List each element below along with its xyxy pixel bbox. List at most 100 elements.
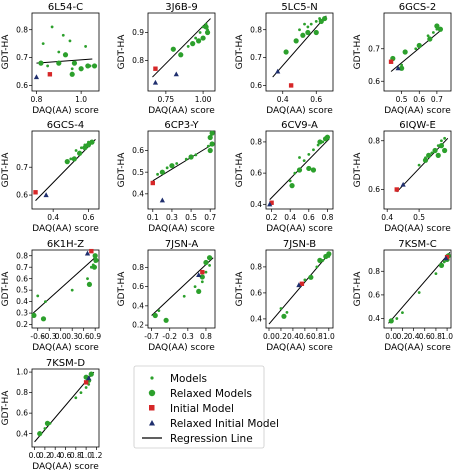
- axes-frame-6gcs-4: [31, 130, 100, 210]
- relaxed-model-point-6cp3-y: [159, 169, 165, 175]
- y-tick-label-7jsn-b: 0.4: [250, 315, 262, 324]
- y-tick-label-6iqw-e: 0.6: [368, 185, 380, 194]
- y-tick-label-6cp3-y: 0.5: [132, 168, 144, 177]
- y-axis-label-3j6b-9: GDT-HA: [117, 34, 127, 70]
- model-point-5lc5-n: [309, 22, 313, 26]
- subplot-6gcs-2: 6GCS-2 0.5 0.6 0.7 0.6 0.7 DAQ(AA) score GDT-HA: [353, 2, 452, 116]
- initial-model-point-6cv9-a: [269, 200, 274, 205]
- relaxed-model-point-7jsn-a: [163, 317, 169, 323]
- relaxed-model-point-6gcs-4: [64, 159, 70, 165]
- initial-model-point-6iqw-e: [394, 187, 399, 192]
- relaxed-model-point-7jsn-a: [206, 255, 213, 261]
- y-tick-label-3j6b-9: 0.9: [132, 28, 144, 37]
- model-point-6cp3-y: [175, 162, 179, 165]
- model-point-6iqw-e: [443, 136, 447, 140]
- x-tick-label-7jsn-b: 1.0: [323, 332, 335, 341]
- x-tick-label-6cv9-a: 0.2: [266, 213, 278, 222]
- subplot-title-3j6b-9: 3J6B-9: [165, 2, 198, 13]
- model-point-5lc5-n: [314, 19, 318, 23]
- x-axis-label-6iqw-e: DAQ(AA) score: [384, 224, 451, 234]
- x-tick-label-6cv9-a: 0.6: [303, 213, 315, 222]
- subplot-7jsn-a: 7JSN-A -0.7 -0.2 0.3 0.8 0.2 0.4 0.6 0.8 DAQ(AA) …: [117, 239, 216, 353]
- model-point-6gcs-2: [426, 34, 430, 38]
- x-tick-label-6cp3-y: 0.3: [166, 213, 178, 222]
- y-tick-label-7jsn-b: 0.8: [250, 263, 262, 272]
- model-point-7jsn-a: [157, 309, 161, 313]
- model-point-6iqw-e: [440, 139, 443, 143]
- model-point-7jsn-b: [285, 311, 289, 314]
- relaxed-model-point-6l54-c: [38, 60, 44, 66]
- legend-label-models: Models: [170, 373, 207, 385]
- relaxed-model-point-7jsn-a: [199, 274, 205, 280]
- model-point-6gcs-4: [74, 149, 78, 152]
- relaxed-model-point-7jsn-a: [152, 312, 158, 319]
- relaxed-model-point-6gcs-2: [402, 49, 408, 55]
- x-tick-label-5lc5-n: 0.6: [310, 95, 322, 104]
- relaxed-model-point-7ksm-c: [438, 262, 445, 268]
- x-tick-label-6gcs-2: 0.7: [431, 95, 443, 104]
- axes-frame-6cp3-y: [147, 130, 216, 210]
- initial-model-point-6k1h-z: [89, 248, 94, 254]
- x-tick-label-7jsn-b: 0.6: [299, 332, 311, 341]
- x-tick-label-6l54-c: 1.0: [75, 95, 87, 104]
- subplot-3j6b-9: 3J6B-9 0.75 1.00 0.8 0.9 DAQ(AA) score GDT-HA: [117, 2, 216, 116]
- relaxed-model-point-6iqw-e: [426, 152, 432, 158]
- model-point-7ksm-c: [434, 272, 438, 276]
- subplot-6iqw-e: 6IQW-E 0.4 0.5 0.6 0.8 DAQ(AA) score GDT-HA: [353, 120, 452, 234]
- y-tick-label-7jsn-a: 0.4: [132, 301, 144, 310]
- initial-model-point-7ksm-d: [83, 380, 89, 385]
- x-tick-label-6k1h-z: -0.3: [42, 332, 57, 341]
- relaxed-model-point-6l54-c: [69, 71, 75, 77]
- model-point-7ksm-d: [84, 386, 88, 389]
- relaxed-model-point-6gcs-4: [77, 150, 83, 156]
- regression-line-7jsn-a: [151, 257, 214, 316]
- subplot-6cp3-y: 6CP3-Y 0.1 0.3 0.5 0.7 0.4 0.5 0.6 DAQ(AA) score…: [117, 120, 216, 234]
- y-tick-label-5lc5-n: 0.6: [250, 81, 262, 90]
- model-point-7ksm-c: [442, 260, 446, 264]
- model-point-6cp3-y: [165, 166, 169, 170]
- y-tick-label-7jsn-a: 0.6: [132, 282, 144, 291]
- relaxed-model-point-6cp3-y: [209, 130, 215, 136]
- model-point-3j6b-9: [194, 36, 198, 40]
- y-tick-label-6k1h-z: 0.2: [16, 320, 28, 329]
- model-point-7ksm-d: [43, 427, 47, 430]
- relaxed-model-point-6gcs-2: [437, 26, 444, 32]
- x-tick-label-7jsn-a: 0.8: [200, 332, 212, 341]
- model-point-6gcs-2: [400, 63, 404, 67]
- relaxed-model-point-6k1h-z: [31, 312, 37, 318]
- relaxed-model-point-6k1h-z: [92, 253, 98, 259]
- relaxed-model-point-6iqw-e: [422, 157, 429, 163]
- x-tick-label-7ksm-d: 0.8: [70, 451, 82, 460]
- relaxed-initial-model-point-5lc5-n: [275, 68, 281, 74]
- subplot-title-7ksm-d: 7KSM-D: [46, 358, 86, 369]
- relaxed-model-point-6cv9-a: [306, 165, 312, 172]
- x-tick-label-6gcs-2: 0.6: [413, 95, 425, 104]
- regression-line-6gcs-2: [390, 28, 443, 72]
- y-tick-label-6k1h-z: 0.7: [16, 263, 28, 272]
- x-tick-label-7jsn-b: 0.0: [263, 332, 275, 341]
- relaxed-initial-model-point-7jsn-a: [196, 272, 202, 278]
- relaxed-model-point-6gcs-2: [416, 42, 422, 49]
- y-axis-label-6cp3-y: GDT-HA: [117, 152, 127, 188]
- relaxed-model-point-6cp3-y: [188, 154, 194, 160]
- x-tick-label-6iqw-e: 0.5: [413, 213, 425, 222]
- relaxed-model-point-6l54-c: [71, 60, 78, 66]
- subplot-6l54-c: 6L54-C 0.8 1.0 0.6 0.7 0.8 DAQ(AA) score GDT-HA: [1, 2, 100, 116]
- y-tick-label-6iqw-e: 0.8: [368, 136, 380, 145]
- model-point-7ksm-d: [79, 391, 83, 395]
- regression-line-6l54-c: [36, 58, 93, 64]
- x-tick-label-7ksm-c: 0.0: [385, 332, 397, 341]
- model-point-6cv9-a: [298, 156, 301, 159]
- y-tick-label-6l54-c: 0.8: [16, 25, 28, 34]
- subplot-title-6gcs-2: 6GCS-2: [399, 2, 436, 13]
- model-point-6gcs-2: [414, 47, 418, 51]
- model-point-6cp3-y: [184, 157, 188, 161]
- y-tick-label-6cv9-a: 0.8: [250, 138, 262, 147]
- x-tick-label-7jsn-a: -0.2: [162, 332, 177, 341]
- y-axis-label-7jsn-b: GDT-HA: [235, 271, 245, 307]
- relaxed-model-point-6iqw-e: [438, 143, 445, 149]
- y-tick-label-7ksm-d: 1.0: [16, 368, 28, 377]
- model-point-6cv9-a: [312, 148, 315, 152]
- model-point-6k1h-z: [36, 294, 40, 298]
